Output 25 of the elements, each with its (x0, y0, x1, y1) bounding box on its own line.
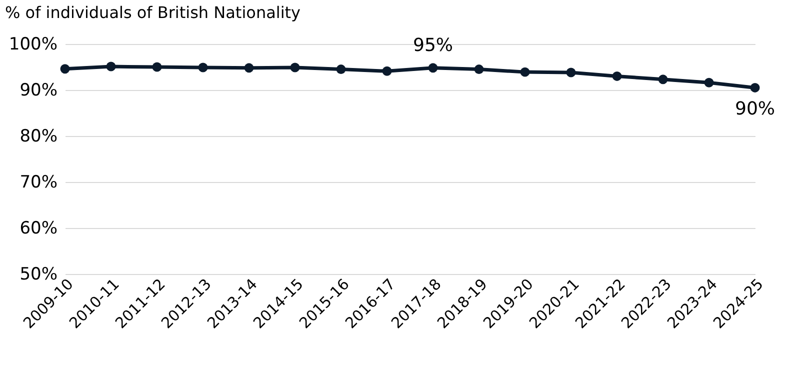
point (106, 62, 116, 72)
y-tick-label: 70% (20, 172, 58, 192)
point (658, 74, 668, 84)
point (566, 68, 576, 78)
y-tick-label: 100% (8, 34, 58, 54)
point (428, 63, 438, 73)
point (520, 67, 530, 77)
point (704, 78, 714, 88)
point (336, 64, 346, 74)
point (198, 62, 208, 72)
point (152, 62, 162, 72)
chart-title: % of individuals of British Nationality (5, 3, 301, 22)
y-tick-label: 90% (20, 80, 58, 100)
y-tick-label: 80% (20, 126, 58, 146)
point (60, 64, 70, 74)
point (244, 63, 254, 73)
y-tick-label: 50% (20, 264, 58, 284)
point (474, 64, 484, 74)
point (612, 71, 622, 81)
point (290, 62, 300, 72)
point (750, 82, 760, 92)
point (382, 66, 392, 76)
y-tick-label: 60% (20, 218, 58, 238)
data-label: 90% (734, 98, 776, 120)
data-label: 95% (412, 34, 454, 56)
